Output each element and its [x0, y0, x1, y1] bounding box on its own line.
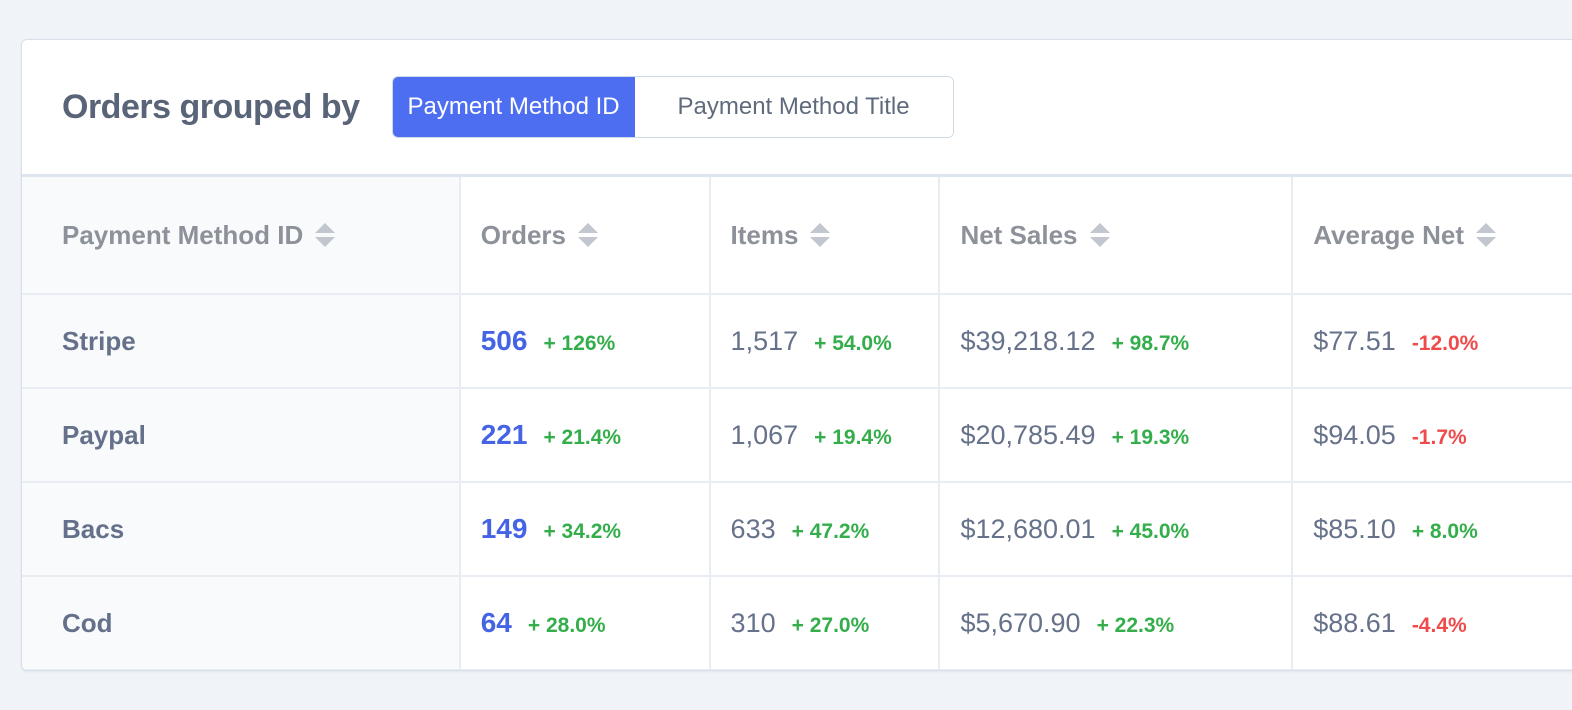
average-net-cell: $88.61 -4.4% — [1292, 576, 1572, 670]
average-net-cell: $85.10 + 8.0% — [1292, 482, 1572, 577]
items-cell: 633 + 47.2% — [709, 482, 941, 577]
delta-badge: + 28.0% — [527, 614, 606, 637]
column-header-payment-method-id[interactable]: Payment Method ID — [22, 177, 461, 295]
table-row: Cod 64 + 28.0% 310 + 27.0% $5,670.90 + 22.3… — [22, 576, 1572, 670]
group-by-toggle: Payment Method ID Payment Method Title — [391, 76, 954, 138]
table-header-row: Payment Method ID Orders Items Net Sales… — [22, 177, 1572, 295]
orders-value-link[interactable]: 506 — [480, 325, 528, 356]
table-row: Stripe 506 + 126% 1,517 + 54.0% $39,218.12… — [22, 294, 1572, 389]
card-header: Orders grouped by Payment Method ID Paym… — [22, 40, 1572, 177]
delta-badge: -4.4% — [1411, 613, 1467, 637]
delta-badge: + 54.0% — [814, 331, 892, 355]
column-header-net-sales[interactable]: Net Sales — [939, 177, 1294, 295]
items-value: 310 — [730, 607, 776, 638]
sort-icon[interactable] — [1476, 222, 1496, 247]
delta-badge: + 45.0% — [1111, 519, 1190, 543]
delta-badge: -1.7% — [1411, 425, 1467, 449]
delta-badge: + 126% — [543, 332, 616, 355]
payment-method-cell: Stripe — [22, 294, 461, 389]
items-value: 1,067 — [730, 419, 799, 450]
average-net-value: $85.10 — [1313, 513, 1396, 544]
orders-value-link[interactable]: 64 — [480, 607, 512, 638]
delta-badge: + 27.0% — [791, 613, 870, 637]
delta-badge: + 22.3% — [1096, 613, 1175, 637]
table-row: Paypal 221 + 21.4% 1,067 + 19.4% $20,785.4… — [22, 388, 1572, 483]
net-sales-value: $39,218.12 — [960, 325, 1096, 356]
delta-badge: -12.0% — [1411, 331, 1479, 355]
average-net-value: $94.05 — [1313, 419, 1396, 450]
payment-method-cell: Cod — [22, 576, 461, 670]
toggle-payment-method-title[interactable]: Payment Method Title — [634, 77, 953, 137]
orders-value-link[interactable]: 149 — [480, 513, 528, 544]
delta-badge: + 19.3% — [1111, 425, 1190, 449]
sort-icon[interactable] — [315, 222, 336, 247]
average-net-value: $88.61 — [1313, 607, 1396, 638]
net-sales-cell: $39,218.12 + 98.7% — [939, 294, 1294, 389]
items-cell: 1,517 + 54.0% — [709, 294, 941, 389]
delta-badge: + 21.4% — [543, 426, 622, 449]
items-cell: 310 + 27.0% — [709, 576, 941, 670]
column-header-items[interactable]: Items — [709, 177, 941, 295]
net-sales-value: $12,680.01 — [960, 513, 1096, 544]
column-header-average-net[interactable]: Average Net — [1292, 177, 1572, 295]
delta-badge: + 98.7% — [1111, 331, 1190, 355]
delta-badge: + 19.4% — [814, 425, 892, 449]
sort-icon[interactable] — [578, 222, 598, 247]
items-value: 1,517 — [730, 325, 799, 356]
orders-cell: 506 + 126% — [459, 294, 711, 389]
net-sales-value: $20,785.49 — [960, 419, 1096, 450]
payment-method-cell: Paypal — [22, 388, 461, 483]
toggle-payment-method-id[interactable]: Payment Method ID — [392, 77, 635, 137]
payment-method-cell: Bacs — [22, 482, 461, 577]
net-sales-cell: $12,680.01 + 45.0% — [939, 482, 1294, 577]
items-cell: 1,067 + 19.4% — [709, 388, 941, 483]
sort-icon[interactable] — [810, 222, 831, 247]
orders-cell: 221 + 21.4% — [459, 388, 711, 483]
net-sales-value: $5,670.90 — [960, 607, 1081, 638]
items-value: 633 — [730, 513, 776, 544]
average-net-cell: $77.51 -12.0% — [1292, 294, 1572, 389]
orders-value-link[interactable]: 221 — [480, 419, 528, 450]
delta-badge: + 34.2% — [543, 520, 622, 543]
delta-badge: + 47.2% — [791, 519, 870, 543]
column-header-orders[interactable]: Orders — [459, 177, 711, 295]
average-net-value: $77.51 — [1313, 325, 1396, 356]
average-net-cell: $94.05 -1.7% — [1292, 388, 1572, 483]
card-title: Orders grouped by — [62, 87, 360, 126]
table-row: Bacs 149 + 34.2% 633 + 47.2% $12,680.01 + 4… — [22, 482, 1572, 577]
net-sales-cell: $20,785.49 + 19.3% — [939, 388, 1294, 483]
orders-grouped-card: Orders grouped by Payment Method ID Paym… — [21, 39, 1572, 671]
orders-cell: 64 + 28.0% — [459, 576, 711, 670]
orders-table: Payment Method ID Orders Items Net Sales… — [22, 177, 1572, 670]
orders-cell: 149 + 34.2% — [459, 482, 711, 577]
delta-badge: + 8.0% — [1411, 519, 1478, 543]
net-sales-cell: $5,670.90 + 22.3% — [939, 576, 1294, 670]
sort-icon[interactable] — [1089, 222, 1110, 247]
